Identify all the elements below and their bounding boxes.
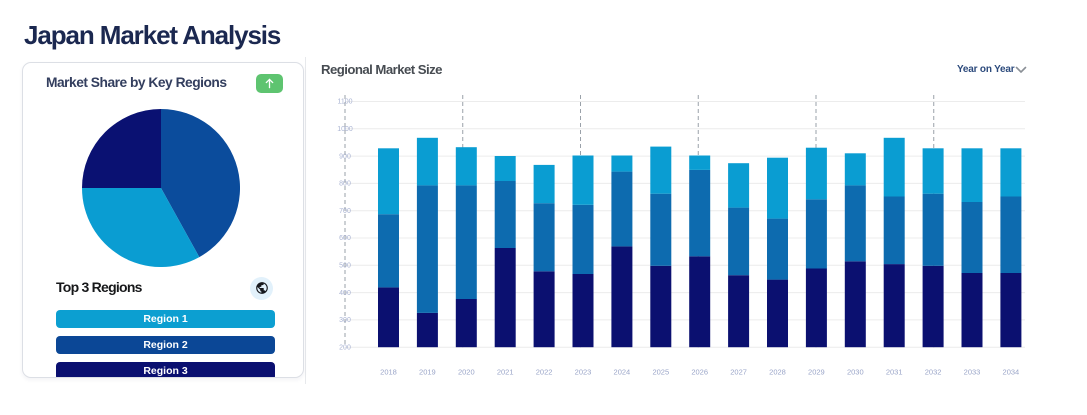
svg-text:2023: 2023 <box>575 368 592 377</box>
svg-text:2020: 2020 <box>458 368 475 377</box>
svg-text:2024: 2024 <box>614 368 631 377</box>
svg-text:2034: 2034 <box>1003 368 1020 377</box>
svg-text:1000: 1000 <box>337 126 353 133</box>
svg-text:2031: 2031 <box>886 368 903 377</box>
svg-text:2030: 2030 <box>847 368 864 377</box>
svg-text:800: 800 <box>339 181 351 188</box>
svg-text:600: 600 <box>339 235 351 242</box>
svg-text:500: 500 <box>339 263 351 270</box>
svg-text:200: 200 <box>339 344 351 351</box>
svg-text:2029: 2029 <box>808 368 825 377</box>
svg-text:2019: 2019 <box>419 368 436 377</box>
svg-text:2022: 2022 <box>536 368 553 377</box>
svg-text:300: 300 <box>339 317 351 324</box>
svg-text:2032: 2032 <box>925 368 942 377</box>
svg-text:400: 400 <box>339 290 351 297</box>
svg-text:2018: 2018 <box>380 368 397 377</box>
svg-text:2026: 2026 <box>691 368 708 377</box>
svg-text:2027: 2027 <box>730 368 747 377</box>
svg-text:2033: 2033 <box>964 368 981 377</box>
svg-text:2025: 2025 <box>652 368 669 377</box>
svg-text:2021: 2021 <box>497 368 514 377</box>
svg-text:900: 900 <box>339 153 351 160</box>
svg-text:1100: 1100 <box>337 99 352 106</box>
svg-text:700: 700 <box>339 208 351 215</box>
svg-text:2028: 2028 <box>769 368 786 377</box>
